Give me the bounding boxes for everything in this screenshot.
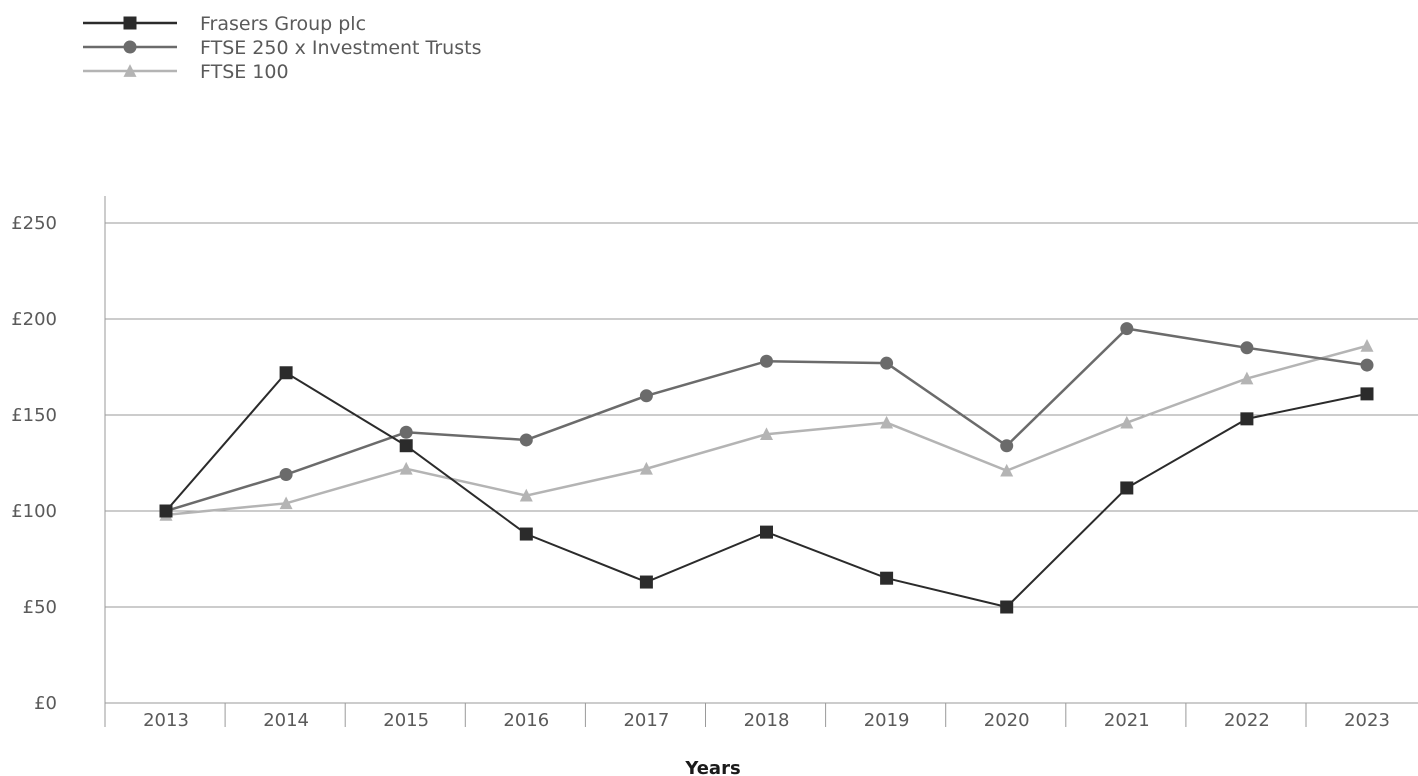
legend-item: FTSE 100 [83, 61, 289, 83]
legend-marker [123, 64, 137, 77]
data-point [639, 389, 653, 403]
legend-label: Frasers Group plc [200, 13, 366, 35]
y-tick-label: £150 [11, 405, 57, 426]
data-point [1360, 358, 1374, 372]
x-tick-label: 2017 [623, 710, 669, 731]
x-tick-label: 2016 [503, 710, 549, 731]
data-point [1000, 463, 1014, 477]
data-point [880, 356, 894, 370]
x-tick-label: 2022 [1224, 710, 1270, 731]
data-point [1360, 387, 1374, 401]
series-line [165, 371, 1368, 609]
data-point [1360, 339, 1374, 352]
data-point [639, 575, 653, 589]
data-point [1240, 412, 1254, 426]
legend-item: FTSE 250 x Investment Trusts [83, 37, 481, 59]
y-tick-label: £50 [23, 597, 57, 618]
legend-marker [123, 40, 137, 54]
data-point [760, 354, 773, 368]
legend-marker [123, 16, 137, 30]
data-point [159, 504, 173, 518]
x-tick-label: 2013 [143, 710, 189, 731]
data-point [279, 468, 293, 482]
data-point [1000, 600, 1014, 614]
data-point [399, 439, 413, 453]
gridlines [105, 222, 1418, 608]
x-axis-label: Years [684, 758, 740, 776]
data-point [1120, 415, 1134, 429]
data-point [519, 488, 533, 502]
x-tick-label: 2019 [864, 710, 910, 731]
series-0 [159, 366, 1374, 614]
data-point [880, 571, 894, 585]
x-tick-label: 2023 [1344, 710, 1390, 731]
axes [104, 196, 1418, 727]
data-point [1000, 439, 1014, 453]
data-point [519, 433, 533, 447]
x-tick-labels: 2013 2014 2015 2016 2017 2018 2019 2020 2021 2022… [143, 710, 1390, 731]
x-tick-label: 2015 [383, 710, 429, 731]
data-point [760, 427, 773, 441]
data-point [399, 425, 413, 439]
x-tick-label: 2018 [744, 710, 790, 731]
data-point [1120, 481, 1134, 495]
y-tick-label: £0 [34, 693, 57, 714]
x-tick-label: 2021 [1104, 710, 1150, 731]
legend-label: FTSE 250 x Investment Trusts [200, 37, 481, 59]
data-point [1240, 371, 1254, 385]
data-point [1120, 322, 1134, 336]
data-point [519, 527, 533, 541]
data-point [1240, 341, 1254, 355]
data-point [639, 461, 653, 475]
y-tick-labels: £0 £50 £100 £150 £200 £250 [11, 213, 57, 714]
x-tick-label: 2014 [263, 710, 309, 731]
y-tick-label: £250 [11, 213, 57, 234]
data-point [279, 366, 293, 380]
legend-label: FTSE 100 [200, 61, 289, 83]
series-1 [159, 322, 1374, 518]
y-tick-label: £200 [11, 309, 57, 330]
series-2 [159, 339, 1374, 521]
series-group [159, 322, 1374, 614]
y-tick-label: £100 [11, 501, 57, 522]
data-point [279, 496, 293, 510]
legend-item: Frasers Group plc [83, 13, 366, 35]
data-point [880, 415, 894, 429]
data-point [399, 461, 413, 475]
x-tick-label: 2020 [984, 710, 1030, 731]
data-point [760, 525, 773, 539]
